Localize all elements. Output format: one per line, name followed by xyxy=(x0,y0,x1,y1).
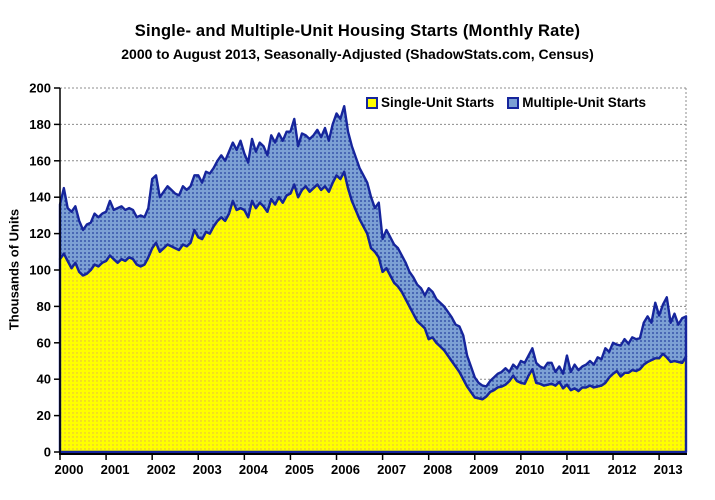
svg-text:2005: 2005 xyxy=(285,462,314,477)
svg-text:2009: 2009 xyxy=(469,462,498,477)
multiple-unit-area xyxy=(58,104,688,401)
svg-text:200: 200 xyxy=(29,81,51,96)
svg-text:100: 100 xyxy=(29,263,51,278)
svg-text:2012: 2012 xyxy=(608,462,637,477)
axes xyxy=(54,87,687,460)
chart-subtitle: 2000 to August 2013, Seasonally-Adjusted… xyxy=(121,46,594,62)
svg-text:0: 0 xyxy=(44,445,51,460)
svg-text:2003: 2003 xyxy=(193,462,222,477)
axis-tick-labels: 0 20 40 60 80 100 120 140 160 180 200 2000 2001 2002 2… xyxy=(29,81,682,478)
svg-text:20: 20 xyxy=(37,408,51,423)
legend-item-single: Single-Unit Starts xyxy=(366,95,494,110)
multiple-unit-swatch-icon xyxy=(507,96,520,109)
svg-text:40: 40 xyxy=(37,372,51,387)
chart-title: Single- and Multiple-Unit Housing Starts… xyxy=(134,22,581,40)
svg-text:2002: 2002 xyxy=(147,462,176,477)
legend-label-multiple: Multiple-Unit Starts xyxy=(522,95,647,110)
svg-text:160: 160 xyxy=(29,153,51,168)
svg-text:2007: 2007 xyxy=(377,462,406,477)
legend-label-single: Single-Unit Starts xyxy=(381,95,495,110)
svg-text:2011: 2011 xyxy=(562,462,590,477)
svg-text:2008: 2008 xyxy=(423,462,452,477)
svg-text:2000: 2000 xyxy=(55,462,84,477)
legend-item-multiple: Multiple-Unit Starts xyxy=(507,95,646,110)
single-unit-swatch-icon xyxy=(366,96,378,109)
svg-text:80: 80 xyxy=(37,299,51,314)
svg-text:2004: 2004 xyxy=(239,462,269,477)
data-areas xyxy=(58,104,688,454)
svg-text:2006: 2006 xyxy=(331,462,360,477)
legend: Single-Unit Starts Multiple-Unit Starts xyxy=(366,95,646,110)
svg-text:180: 180 xyxy=(29,117,51,132)
svg-text:120: 120 xyxy=(29,226,51,241)
svg-text:60: 60 xyxy=(37,335,51,350)
svg-text:140: 140 xyxy=(29,190,51,205)
svg-text:2001: 2001 xyxy=(101,462,130,477)
svg-text:2010: 2010 xyxy=(515,462,544,477)
svg-text:2013: 2013 xyxy=(654,462,683,477)
